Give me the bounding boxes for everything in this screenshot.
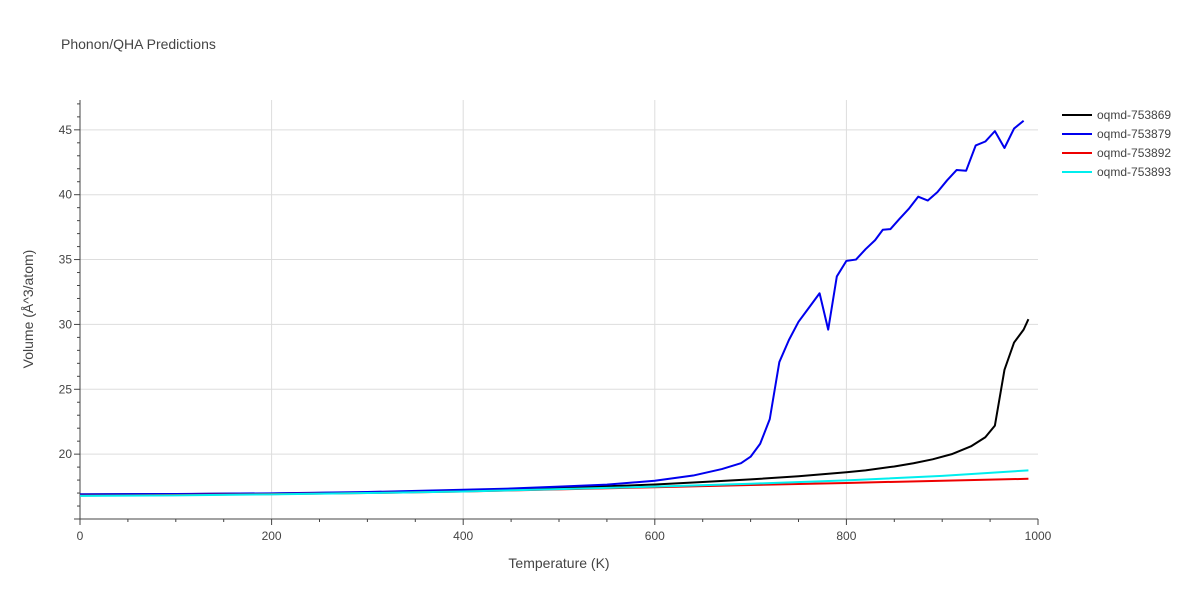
x-tick-label-1: 200 <box>262 529 282 543</box>
chart-title: Phonon/QHA Predictions <box>61 36 216 52</box>
y-tick-label-0: 20 <box>59 447 73 461</box>
tick-labels: 0 200 400 600 800 1000 20 25 30 35 40 45 <box>59 123 1052 543</box>
y-tick-label-4: 40 <box>59 188 73 202</box>
legend-label-oqmd-753893: oqmd-753893 <box>1097 165 1171 179</box>
x-tick-label-2: 400 <box>453 529 473 543</box>
y-tick-label-3: 35 <box>59 253 73 267</box>
series-line-oqmd-753879 <box>79 119 1025 496</box>
x-tick-label-4: 800 <box>836 529 856 543</box>
y-tick-label-5: 45 <box>59 123 73 137</box>
legend-item-oqmd-753892[interactable]: oqmd-753892 <box>1062 146 1171 160</box>
y-tick-label-1: 25 <box>59 382 73 396</box>
legend-item-oqmd-753879[interactable]: oqmd-753879 <box>1062 127 1171 141</box>
x-tick-label-0: 0 <box>77 529 84 543</box>
x-axis-title: Temperature (K) <box>508 555 609 571</box>
y-axis-title: Volume (Å^3/atom) <box>20 250 36 369</box>
legend[interactable]: oqmd-753869 oqmd-753879 oqmd-753892 oqmd-75… <box>1062 108 1171 179</box>
x-tick-label-3: 600 <box>645 529 665 543</box>
y-tick-label-2: 30 <box>59 317 73 331</box>
grid-lines <box>80 100 1038 519</box>
legend-label-oqmd-753869: oqmd-753869 <box>1097 108 1171 122</box>
legend-label-oqmd-753892: oqmd-753892 <box>1097 146 1171 160</box>
legend-item-oqmd-753869[interactable]: oqmd-753869 <box>1062 108 1171 122</box>
axes <box>74 100 1039 525</box>
series-line-oqmd-753893 <box>79 469 1029 497</box>
x-tick-label-5: 1000 <box>1025 529 1052 543</box>
series-lines <box>79 119 1030 497</box>
series-line-oqmd-753869 <box>79 318 1030 496</box>
legend-item-oqmd-753893[interactable]: oqmd-753893 <box>1062 165 1171 179</box>
legend-label-oqmd-753879: oqmd-753879 <box>1097 127 1171 141</box>
